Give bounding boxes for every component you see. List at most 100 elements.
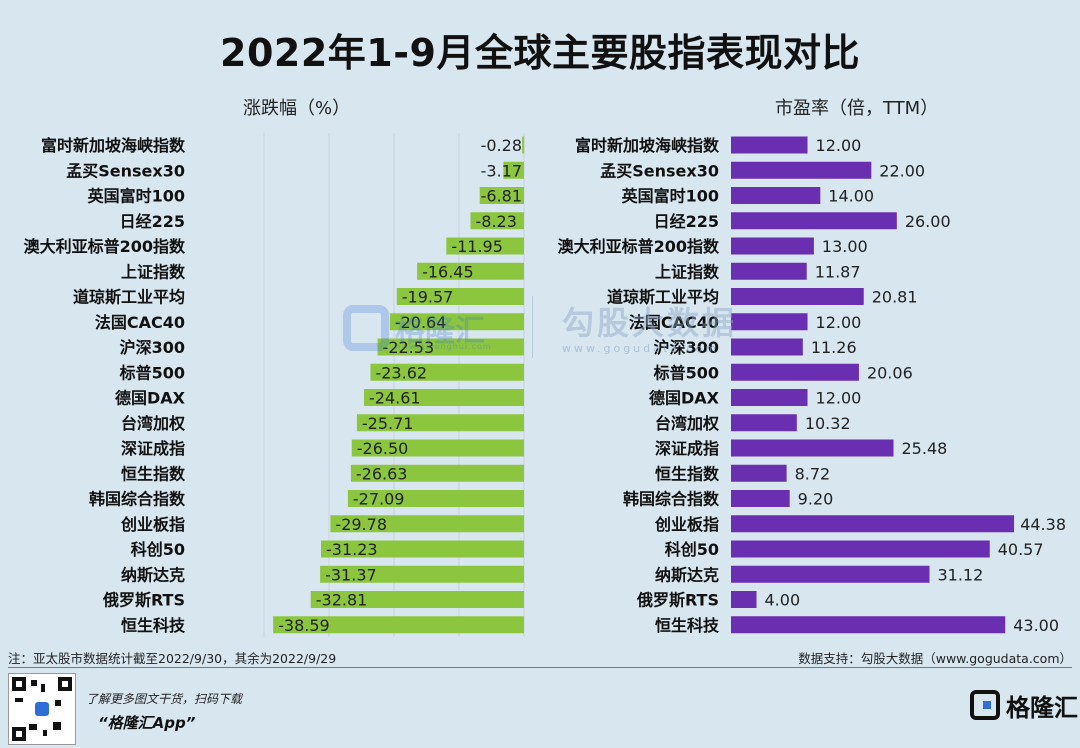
bar-pe (731, 464, 787, 482)
category-label: 富时新加坡海峡指数 (575, 136, 720, 155)
value-label: -31.23 (326, 540, 378, 559)
value-label: -38.59 (278, 616, 330, 635)
value-label: 4.00 (765, 591, 801, 610)
value-label: 11.87 (815, 262, 861, 281)
bar-pe (731, 288, 864, 305)
value-label: -31.37 (325, 565, 377, 584)
left-bars (273, 136, 525, 634)
data-source: 数据支持：勾股大数据（www.gogudata.com） (798, 651, 1072, 666)
category-label: 法国CAC40 (629, 313, 719, 332)
category-label: 日经225 (654, 212, 719, 231)
category-label: 孟买Sensex30 (66, 161, 185, 180)
bar-change (417, 262, 524, 280)
bar-change (364, 389, 524, 406)
bar-change (479, 187, 524, 204)
value-label: -32.81 (316, 591, 368, 610)
value-label: -6.81 (481, 187, 522, 206)
promo-text: 了解更多图文干货，扫码下载 (86, 692, 243, 706)
value-label: 12.00 (816, 136, 862, 155)
category-label: 道琼斯工业平均 (607, 288, 719, 307)
gogudata-watermark-url: www.gogudata.com (562, 342, 719, 355)
left-value-labels: -0.28 -3.17 -6.81 -8.23 -11.95 -16.45 -19.57 -2… (278, 136, 522, 635)
category-label: 德国DAX (115, 389, 186, 408)
bar-change (377, 338, 524, 356)
watermark-separator (532, 296, 533, 358)
bar-change (370, 363, 524, 381)
value-label: -0.28 (481, 136, 522, 155)
category-label: 德国DAX (649, 389, 720, 408)
value-label: -27.09 (353, 490, 405, 509)
brand-logo: 格隆汇 (970, 688, 1078, 722)
right-bars (731, 136, 1015, 634)
bar-change (321, 540, 524, 558)
value-label: 12.00 (816, 389, 862, 408)
bar-change (273, 616, 524, 634)
bar-pe (731, 212, 897, 230)
bar-pe (731, 490, 790, 507)
bar-change (347, 490, 524, 507)
category-label: 深证成指 (655, 439, 719, 458)
bar-change (356, 414, 524, 432)
gelonghui-watermark-url: www.gelonghui.com (394, 342, 492, 351)
bar-pe (731, 515, 1015, 533)
value-label: 12.00 (816, 313, 862, 332)
bar-change (351, 439, 524, 457)
category-label: 道琼斯工业平均 (73, 288, 185, 307)
value-label: -3.17 (481, 161, 522, 180)
category-label: 韩国综合指数 (89, 490, 186, 509)
value-label: -19.57 (402, 288, 454, 307)
gelonghui-logo-icon (343, 305, 389, 351)
value-label: -16.45 (422, 262, 474, 281)
value-label: 31.12 (937, 565, 983, 584)
brand-logo-icon (970, 690, 1000, 720)
value-label: -25.71 (362, 414, 414, 433)
category-label: 纳斯达克 (121, 565, 185, 584)
category-label: 上证指数 (121, 262, 186, 281)
value-label: 20.06 (867, 363, 913, 382)
value-label: -22.53 (383, 338, 435, 357)
bar-change (503, 161, 524, 179)
category-label: 恒生科技 (655, 616, 720, 635)
bar-pe (731, 262, 807, 280)
value-label: -11.95 (451, 237, 503, 256)
category-label: 富时新加坡海峡指数 (41, 136, 186, 155)
category-label: 法国CAC40 (95, 313, 185, 332)
value-label: 10.32 (805, 414, 851, 433)
bar-change (320, 565, 524, 583)
bar-pe (731, 161, 872, 179)
bar-pe (731, 591, 757, 608)
footer-divider (8, 667, 1072, 668)
bar-pe (731, 136, 808, 154)
bar-change (350, 464, 524, 482)
bar-pe (731, 363, 859, 381)
category-label: 创业板指 (654, 515, 719, 534)
category-label: 英国富时100 (87, 187, 185, 206)
category-label: 恒生科技 (121, 616, 186, 635)
category-label: 创业板指 (120, 515, 185, 534)
value-label: -23.62 (375, 363, 427, 382)
category-label: 俄罗斯RTS (636, 591, 719, 610)
bar-pe (731, 439, 894, 457)
category-label: 英国富时100 (621, 187, 719, 206)
left-gridlines (263, 133, 525, 637)
value-label: 11.26 (811, 338, 857, 357)
qr-code[interactable] (8, 673, 76, 745)
bar-pe (731, 313, 808, 331)
bar-pe (731, 338, 803, 356)
bar-pe (731, 616, 1006, 634)
category-label: 孟买Sensex30 (600, 161, 719, 180)
value-label: 8.72 (795, 464, 831, 483)
bar-change (389, 313, 524, 331)
app-name: “格隆汇App” (98, 714, 196, 732)
bar-pe (731, 540, 990, 558)
bar-pe (731, 237, 814, 255)
value-label: 13.00 (822, 237, 868, 256)
value-label: 44.38 (1020, 515, 1066, 534)
bar-pe (731, 187, 821, 204)
right-chart-title: 市盈率（倍，TTM） (775, 98, 939, 119)
bar-pe (731, 414, 797, 432)
category-label: 澳大利亚标普200指数 (24, 237, 186, 256)
category-label: 科创50 (131, 540, 185, 559)
